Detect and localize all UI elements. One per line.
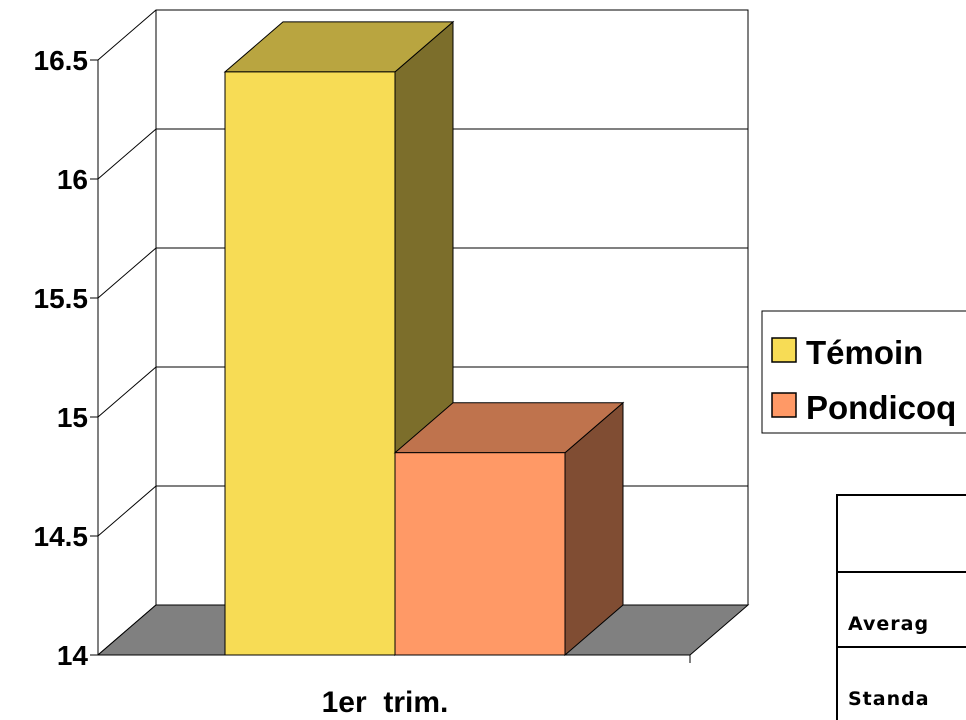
data-table: Averag Standa	[836, 494, 966, 720]
y-tick-label: 15	[57, 402, 88, 433]
legend-label: Pondicoq	[806, 389, 956, 426]
gridline	[97, 366, 748, 418]
table-border	[836, 494, 966, 720]
y-tick-label: 14	[57, 640, 89, 671]
y-tick-label: 16.5	[34, 45, 89, 76]
bar-front	[394, 452, 566, 656]
legend-swatch	[771, 392, 797, 418]
y-tick-labels: 14 14.5 15 15.5 16 16.5	[34, 45, 89, 671]
gridline	[97, 128, 748, 180]
y-axis	[90, 59, 691, 663]
y-tick-label: 14.5	[34, 521, 89, 552]
gridline	[97, 247, 748, 299]
y-tick-label: 15.5	[34, 283, 89, 314]
legend-label: Témoin	[806, 334, 923, 371]
bar-pondicoq	[393, 401, 625, 657]
bars	[223, 20, 625, 657]
y-tick-label: 16	[57, 164, 88, 195]
table-row-label: Averag	[848, 613, 929, 635]
legend: Témoin Pondicoq	[761, 310, 966, 434]
legend-swatch	[771, 337, 797, 363]
bar-front	[224, 71, 396, 656]
table-row-label: Standa	[848, 688, 930, 710]
gridline	[97, 9, 748, 61]
x-category-label: 1er trim.	[322, 686, 449, 719]
side-wall-edge	[97, 10, 157, 656]
